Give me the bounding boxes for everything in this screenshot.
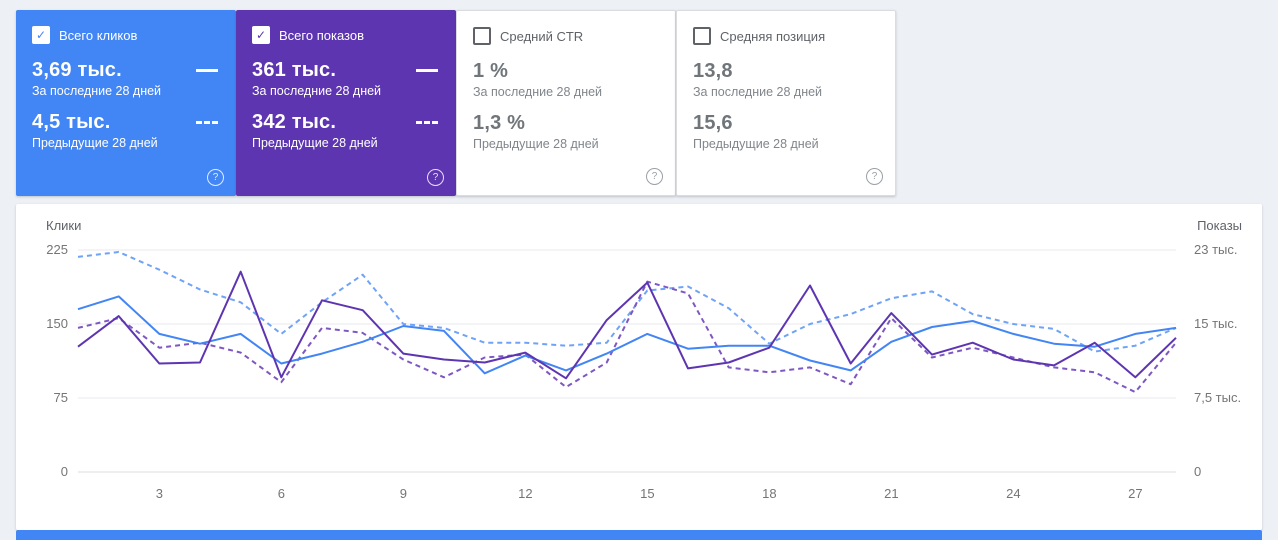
- current-value: 361 тыс.: [252, 58, 337, 81]
- previous-period-label: Предыдущие 28 дней: [32, 136, 158, 150]
- svg-text:9: 9: [400, 486, 407, 501]
- metric-card-title: Всего кликов: [59, 27, 138, 43]
- svg-text:18: 18: [762, 486, 776, 501]
- metric-card-impressions[interactable]: ✓ Всего показов 361 тыс. За последние 28…: [236, 10, 456, 196]
- svg-text:150: 150: [46, 316, 68, 331]
- performance-chart-panel: Клики Показы 225 23 тыс. 150 15 тыс. 75 7,5 т…: [16, 204, 1262, 530]
- current-value-row: 1 %: [473, 59, 659, 83]
- current-value-row: 13,8: [693, 59, 879, 83]
- card-header: Средняя позиция: [693, 27, 879, 45]
- previous-value: 4,5 тыс.: [32, 110, 111, 133]
- svg-text:15: 15: [640, 486, 654, 501]
- dashed-line-icon: [196, 120, 218, 124]
- help-icon[interactable]: ?: [646, 168, 663, 185]
- checkbox-checked-icon[interactable]: ✓: [252, 26, 270, 44]
- current-value: 1 %: [473, 59, 509, 82]
- metric-card-title: Средняя позиция: [720, 28, 826, 44]
- previous-value: 1,3 %: [473, 111, 526, 134]
- previous-value: 15,6: [693, 111, 733, 134]
- previous-value-row: 342 тыс.: [252, 110, 440, 134]
- previous-value-row: 1,3 %: [473, 111, 659, 135]
- svg-text:12: 12: [518, 486, 532, 501]
- help-icon[interactable]: ?: [866, 168, 883, 185]
- clicks-axis-title: Клики: [46, 218, 82, 233]
- current-period-label: За последние 28 дней: [252, 84, 382, 98]
- help-icon[interactable]: ?: [427, 169, 444, 186]
- svg-text:0: 0: [61, 464, 68, 479]
- svg-text:27: 27: [1128, 486, 1142, 501]
- svg-text:3: 3: [156, 486, 163, 501]
- svg-text:23 тыс.: 23 тыс.: [1194, 242, 1237, 257]
- current-period-label: За последние 28 дней: [32, 84, 162, 98]
- previous-value-row: 4,5 тыс.: [32, 110, 220, 134]
- previous-period-label: Предыдущие 28 дней: [473, 137, 599, 151]
- svg-text:0: 0: [1194, 464, 1201, 479]
- current-value: 13,8: [693, 59, 733, 82]
- card-header: ✓ Всего кликов: [32, 26, 220, 44]
- svg-text:225: 225: [46, 242, 68, 257]
- metric-card-title: Средний CTR: [500, 28, 584, 44]
- solid-line-icon: [416, 68, 438, 72]
- svg-text:7,5 тыс.: 7,5 тыс.: [1194, 390, 1241, 405]
- card-header: ✓ Всего показов: [252, 26, 440, 44]
- current-period-label: За последние 28 дней: [693, 85, 823, 99]
- previous-value: 342 тыс.: [252, 110, 337, 133]
- svg-text:6: 6: [278, 486, 285, 501]
- metric-card-ctr[interactable]: Средний CTR 1 % За последние 28 дней 1,3…: [456, 10, 676, 196]
- bottom-blue-strip: [16, 530, 1262, 540]
- help-icon[interactable]: ?: [207, 169, 224, 186]
- metric-card-title: Всего показов: [279, 27, 364, 43]
- current-value-row: 3,69 тыс.: [32, 58, 220, 82]
- checkbox-unchecked-icon[interactable]: [693, 27, 711, 45]
- svg-text:75: 75: [54, 390, 68, 405]
- svg-text:15 тыс.: 15 тыс.: [1194, 316, 1237, 331]
- metric-card-clicks[interactable]: ✓ Всего кликов 3,69 тыс. За последние 28…: [16, 10, 236, 196]
- checkbox-checked-icon[interactable]: ✓: [32, 26, 50, 44]
- current-period-label: За последние 28 дней: [473, 85, 603, 99]
- solid-line-icon: [196, 68, 218, 72]
- current-value-row: 361 тыс.: [252, 58, 440, 82]
- previous-value-row: 15,6: [693, 111, 879, 135]
- metric-cards: ✓ Всего кликов 3,69 тыс. За последние 28…: [16, 10, 896, 196]
- svg-text:24: 24: [1006, 486, 1020, 501]
- dashed-line-icon: [416, 120, 438, 124]
- current-value: 3,69 тыс.: [32, 58, 122, 81]
- card-header: Средний CTR: [473, 27, 659, 45]
- previous-period-label: Предыдущие 28 дней: [693, 137, 819, 151]
- checkbox-unchecked-icon[interactable]: [473, 27, 491, 45]
- metric-card-position[interactable]: Средняя позиция 13,8 За последние 28 дне…: [676, 10, 896, 196]
- performance-chart[interactable]: 225 23 тыс. 150 15 тыс. 75 7,5 тыс. 0 0 3 6 9 12 15 1…: [16, 204, 1262, 530]
- impressions-axis-title: Показы: [1197, 218, 1242, 233]
- svg-text:21: 21: [884, 486, 898, 501]
- previous-period-label: Предыдущие 28 дней: [252, 136, 378, 150]
